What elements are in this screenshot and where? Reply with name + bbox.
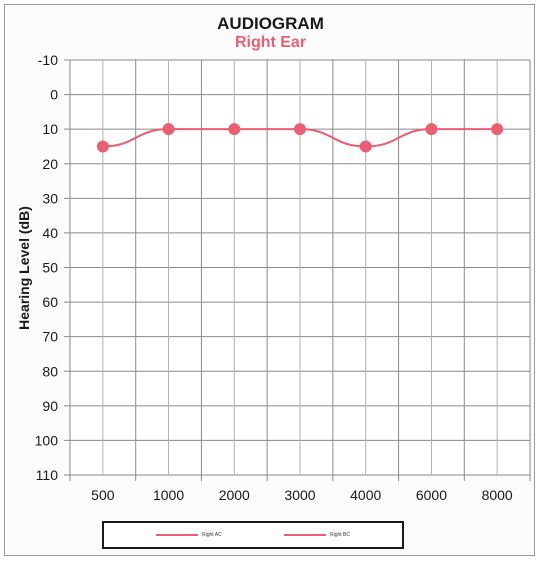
data-point bbox=[228, 123, 241, 136]
x-tick-label: 8000 bbox=[482, 487, 513, 503]
y-tick-label: 50 bbox=[42, 260, 58, 276]
legend-label-right-ac: Right AC bbox=[202, 532, 222, 538]
data-point bbox=[294, 123, 306, 136]
legend: Right AC Right BC bbox=[102, 521, 404, 549]
y-tick-label: 40 bbox=[42, 225, 58, 241]
x-tick-label: 500 bbox=[91, 487, 115, 503]
y-tick-label: 80 bbox=[42, 363, 58, 379]
y-tick-label: 60 bbox=[42, 294, 58, 310]
y-tick-label: -10 bbox=[38, 52, 58, 68]
y-tick-label: 30 bbox=[42, 190, 58, 206]
x-tick-label: 1000 bbox=[153, 487, 184, 503]
legend-swatch-right-bc bbox=[284, 534, 326, 536]
x-tick-label: 4000 bbox=[350, 487, 381, 503]
x-tick-label: 6000 bbox=[416, 487, 447, 503]
legend-item-right-ac: Right AC bbox=[156, 530, 222, 540]
x-tick-label: 3000 bbox=[284, 487, 315, 503]
chart-title: AUDIOGRAM bbox=[217, 14, 324, 33]
x-tick-label: 2000 bbox=[219, 487, 250, 503]
data-point bbox=[425, 123, 438, 136]
data-point bbox=[162, 123, 175, 136]
legend-label-right-bc: Right BC bbox=[330, 532, 351, 538]
y-tick-label: 90 bbox=[42, 398, 58, 414]
data-point bbox=[96, 140, 109, 153]
y-tick-label: 70 bbox=[42, 329, 58, 345]
legend-swatch-right-ac bbox=[156, 534, 198, 536]
y-tick-label: 0 bbox=[50, 87, 58, 103]
y-axis-label: Hearing Level (dB) bbox=[16, 206, 32, 330]
y-tick-label: 10 bbox=[42, 121, 58, 137]
data-point bbox=[491, 123, 504, 136]
legend-item-right-bc: Right BC bbox=[284, 530, 350, 540]
y-tick-label: 20 bbox=[42, 156, 58, 172]
y-tick-label: 110 bbox=[36, 467, 59, 483]
y-tick-label: 100 bbox=[35, 432, 59, 448]
chart-subtitle: Right Ear bbox=[234, 34, 307, 51]
data-point bbox=[359, 140, 372, 153]
